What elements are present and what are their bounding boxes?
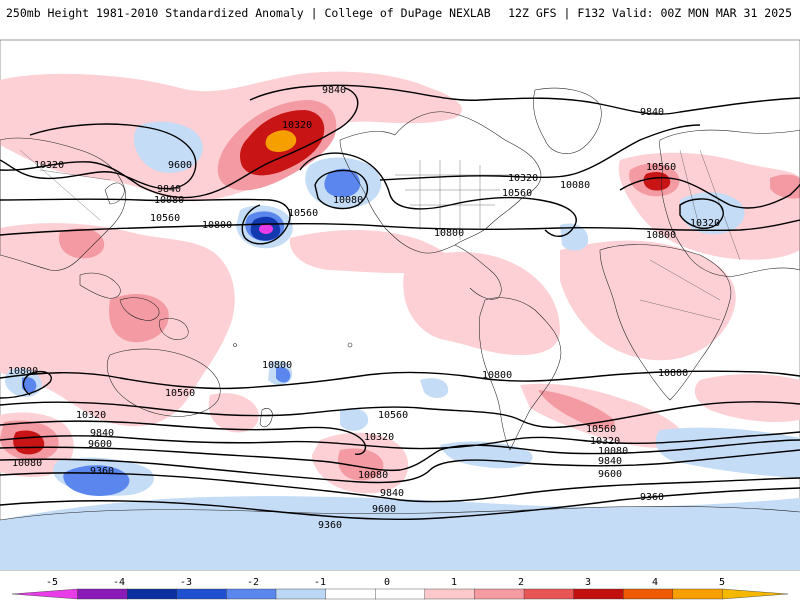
svg-text:10080: 10080 <box>358 470 388 481</box>
svg-text:9600: 9600 <box>88 439 112 450</box>
svg-text:9360: 9360 <box>90 466 114 477</box>
positive-anomaly-4sd <box>265 130 297 152</box>
colorbar-tick-label: -4 <box>113 577 125 588</box>
positive-anomaly-shading <box>0 71 800 494</box>
colorbar-swatch <box>77 588 128 600</box>
svg-text:10800: 10800 <box>202 220 232 231</box>
negative-anomaly-5sd <box>259 224 273 234</box>
svg-text:9600: 9600 <box>372 504 396 515</box>
svg-text:10320: 10320 <box>282 120 312 131</box>
colorbar-swatch <box>226 588 277 600</box>
colorbar-tick-label: -5 <box>46 577 58 588</box>
svg-text:10560: 10560 <box>646 162 676 173</box>
map-title: 250mb Height 1981-2010 Standardized Anom… <box>6 6 491 20</box>
colorbar-swatch <box>126 588 178 600</box>
colorbar-swatch <box>722 588 789 600</box>
svg-text:10800: 10800 <box>262 360 292 371</box>
colorbar-swatch <box>176 588 228 600</box>
svg-text:10320: 10320 <box>76 410 106 421</box>
colorbar-swatch <box>325 588 376 600</box>
svg-text:10560: 10560 <box>378 410 408 421</box>
colorbar-tick-label: -1 <box>314 577 326 588</box>
svg-text:10320: 10320 <box>590 436 620 447</box>
svg-text:10800: 10800 <box>482 370 512 381</box>
colorbar-tick-label: 2 <box>518 577 524 588</box>
svg-text:9360: 9360 <box>640 492 664 503</box>
svg-text:10560: 10560 <box>288 208 318 219</box>
colorbar-swatch <box>623 588 674 600</box>
colorbar-swatch <box>275 588 327 600</box>
svg-text:9840: 9840 <box>157 184 181 195</box>
colorbar-swatch <box>375 588 426 600</box>
svg-text:9840: 9840 <box>90 428 114 439</box>
height-contours <box>0 84 800 520</box>
colorbar-tick-label: 0 <box>384 577 390 588</box>
svg-text:10080: 10080 <box>154 195 184 206</box>
model-valid-time: 12Z GFS | F132 Valid: 00Z MON MAR 31 202… <box>508 6 792 20</box>
svg-text:10800: 10800 <box>8 366 38 377</box>
colorbar: -5 -4 -3 -2 -1 0 1 2 3 4 5 <box>11 577 789 600</box>
svg-text:10320: 10320 <box>364 432 394 443</box>
svg-text:9360: 9360 <box>318 520 342 531</box>
colorbar-tick-label: -2 <box>247 577 259 588</box>
coastlines <box>0 87 800 521</box>
colorbar-swatch <box>672 588 724 600</box>
svg-text:10080: 10080 <box>333 195 363 206</box>
svg-text:9840: 9840 <box>380 488 404 499</box>
colorbar-tick-label: -3 <box>180 577 192 588</box>
contour-labels: 9840 9840 10320 9600 9840 10080 10560 10… <box>8 85 720 531</box>
svg-text:10320: 10320 <box>690 218 720 229</box>
colorbar-swatch <box>523 588 575 600</box>
svg-text:10080: 10080 <box>12 458 42 469</box>
colorbar-swatch <box>474 588 525 600</box>
svg-text:9600: 9600 <box>598 469 622 480</box>
colorbar-swatch <box>573 588 624 600</box>
svg-text:10800: 10800 <box>646 230 676 241</box>
svg-text:10560: 10560 <box>586 424 616 435</box>
svg-text:10560: 10560 <box>502 188 532 199</box>
svg-text:10320: 10320 <box>34 160 64 171</box>
svg-text:10560: 10560 <box>165 388 195 399</box>
svg-text:10800: 10800 <box>658 368 688 379</box>
colorbar-tick-label: 3 <box>585 577 591 588</box>
colorbar-tick-label: 5 <box>719 577 725 588</box>
svg-text:10800: 10800 <box>434 228 464 239</box>
svg-text:10320: 10320 <box>508 173 538 184</box>
svg-text:9600: 9600 <box>168 160 192 171</box>
svg-text:9840: 9840 <box>640 107 664 118</box>
colorbar-swatch <box>424 588 476 600</box>
colorbar-tick-label: 1 <box>451 577 457 588</box>
colorbar-swatch <box>11 588 78 600</box>
svg-text:9840: 9840 <box>598 456 622 467</box>
svg-text:10560: 10560 <box>150 213 180 224</box>
svg-text:10080: 10080 <box>560 180 590 191</box>
svg-text:9840: 9840 <box>322 85 346 96</box>
colorbar-tick-label: 4 <box>652 577 658 588</box>
svg-text:10080: 10080 <box>598 446 628 457</box>
